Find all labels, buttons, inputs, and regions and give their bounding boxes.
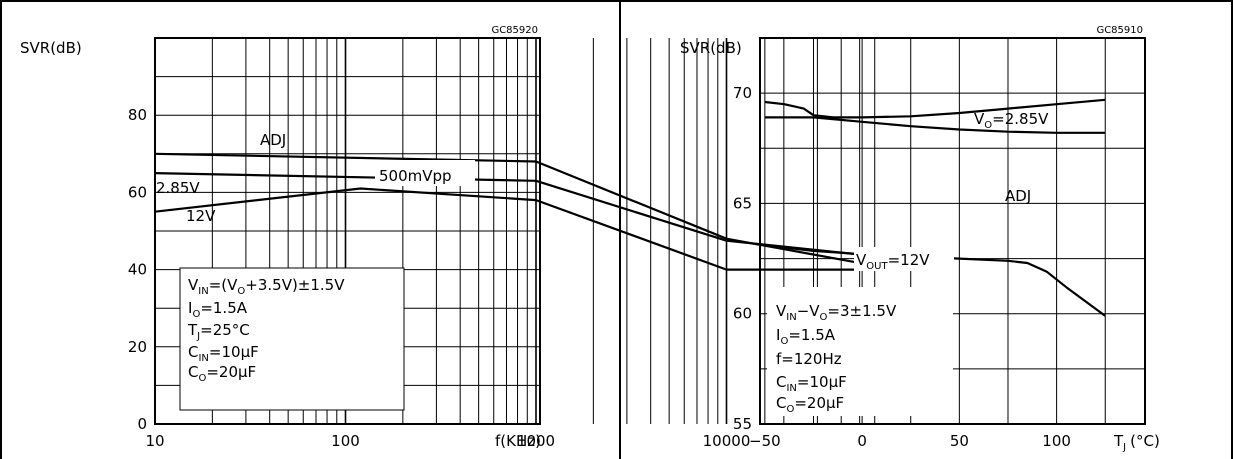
- chart1-label-12v: 12V: [186, 207, 216, 225]
- chart2-x-tick-label: 0: [857, 432, 867, 450]
- chart1-cond-cin: CIN=10μF: [188, 343, 259, 364]
- chart2-y-tick-label: 55: [733, 415, 752, 433]
- chart1-cond-vin: VIN=(VO+3.5V)±1.5V: [188, 276, 345, 297]
- chart2-label-vo: VO=2.85V: [974, 110, 1049, 131]
- svr-vs-temperature-chart: GC85910 SVR(dB) TJ (°C) 55 60 65 70 −50 0 50 10…: [680, 25, 1160, 453]
- chart1-x-tick-label: 10000: [703, 432, 751, 450]
- chart1-label-2-85v: 2.85V: [156, 179, 200, 197]
- chart1-y-tick-label: 80: [128, 106, 147, 124]
- chart2-cond-f: f=120Hz: [776, 350, 842, 368]
- chart1-conditions-box: [179, 267, 405, 411]
- chart1-y-tick-label: 0: [137, 415, 147, 433]
- chart2-series-line: [764, 244, 1106, 317]
- chart1-series: [154, 152, 875, 271]
- chart1-y-tick-label: 60: [128, 183, 147, 201]
- chart1-code: GC85920: [491, 25, 538, 36]
- chart2-cond-io: IO=1.5A: [776, 326, 836, 347]
- chart1-series-line: [154, 187, 875, 271]
- chart2-label-vout-bg: [854, 247, 954, 271]
- chart2-y-tick-label: 65: [733, 194, 752, 212]
- chart1-y-tick-label: 20: [128, 338, 147, 356]
- chart1-x-tick-label: 10: [145, 432, 164, 450]
- chart2-cond-vin: VIN−VO=3±1.5V: [776, 302, 897, 323]
- chart1-series-line: [154, 152, 875, 267]
- chart2-y-axis-title: SVR(dB): [680, 39, 742, 57]
- chart2-series: [764, 98, 1106, 317]
- chart2-label-vout: VOUT=12V: [856, 251, 930, 272]
- chart2-y-tick-label: 60: [733, 305, 752, 323]
- chart2-plot-area: [759, 37, 1146, 425]
- chart2-series-line: [764, 98, 1106, 119]
- chart1-y-axis-title: SVR(dB): [20, 39, 82, 57]
- chart2-cond-cin: CIN=10μF: [776, 373, 847, 394]
- chart1-x-tick-label: 100: [331, 432, 360, 450]
- chart2-conditions-box: [767, 287, 953, 416]
- chart2-x-tick-label: 50: [950, 432, 969, 450]
- chart2-x-ticks: −50 0 50 100: [749, 432, 1071, 450]
- chart1-plot-area: [154, 37, 541, 425]
- chart2-series-line: [764, 116, 1106, 134]
- chart1-label-adj: ADJ: [260, 131, 286, 149]
- chart1-x-ticks: 10 100 1000 10000: [145, 432, 750, 450]
- chart2-code: GC85910: [1096, 25, 1143, 36]
- chart1-x-tick-label: 1000: [517, 432, 555, 450]
- chart2-y-tick-label: 70: [733, 84, 752, 102]
- chart1-cond-io: IO=1.5A: [188, 299, 248, 320]
- chart2-x-tick-label: 100: [1042, 432, 1071, 450]
- chart2-label-adj: ADJ: [1005, 187, 1031, 205]
- chart2-x-tick-label: −50: [749, 432, 781, 450]
- chart1-cond-co: CO=20μF: [188, 363, 256, 384]
- chart1-y-ticks: 0 20 40 60 80: [128, 106, 147, 433]
- chart1-y-tick-label: 40: [128, 261, 147, 279]
- chart1-label-500mvpp: 500mVpp: [379, 167, 452, 185]
- chart1-series-line: [154, 172, 875, 258]
- chart2-x-axis-title: TJ (°C): [1113, 432, 1160, 453]
- chart1-cond-tj: TJ=25°C: [187, 321, 250, 342]
- chart2-y-ticks: 55 60 65 70: [733, 84, 752, 433]
- chart1-x-axis-title: f(KHz): [495, 432, 541, 450]
- chart1-label-500mvpp-bg: [375, 160, 475, 186]
- chart2-cond-co: CO=20μF: [776, 394, 844, 415]
